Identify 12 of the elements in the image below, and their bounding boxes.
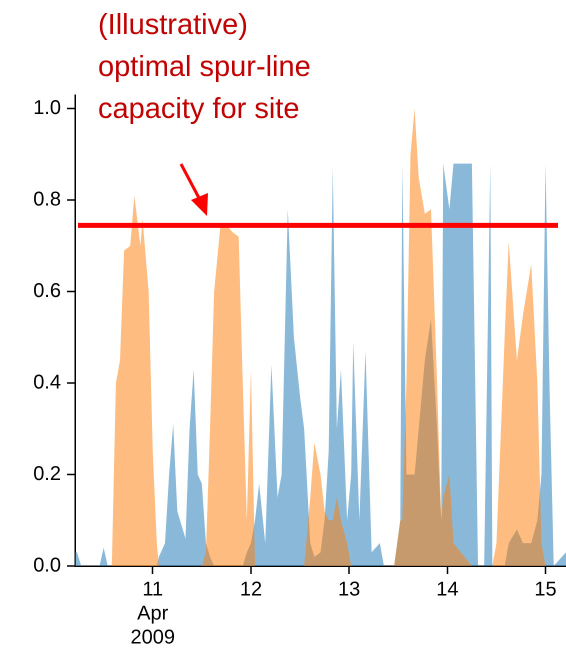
x-tick-label: 14 (436, 578, 458, 601)
x-tick-label: 15 (534, 578, 557, 601)
y-tick-label: 1.0 (33, 97, 61, 120)
y-tick-label: 0.2 (33, 463, 61, 486)
x-tick-label: 11 Apr 2009 (130, 578, 175, 649)
y-tick-label: 0.6 (33, 280, 61, 302)
annotation: (Illustrative) optimal spur-line capacity for site (98, 8, 311, 127)
x-tick-label: 13 (338, 578, 360, 601)
y-tick-label: 0.0 (33, 554, 61, 577)
y-tick-label: 0.4 (33, 372, 61, 394)
y-tick-label: 0.8 (33, 188, 61, 211)
x-tick-label: 12 (240, 578, 262, 601)
